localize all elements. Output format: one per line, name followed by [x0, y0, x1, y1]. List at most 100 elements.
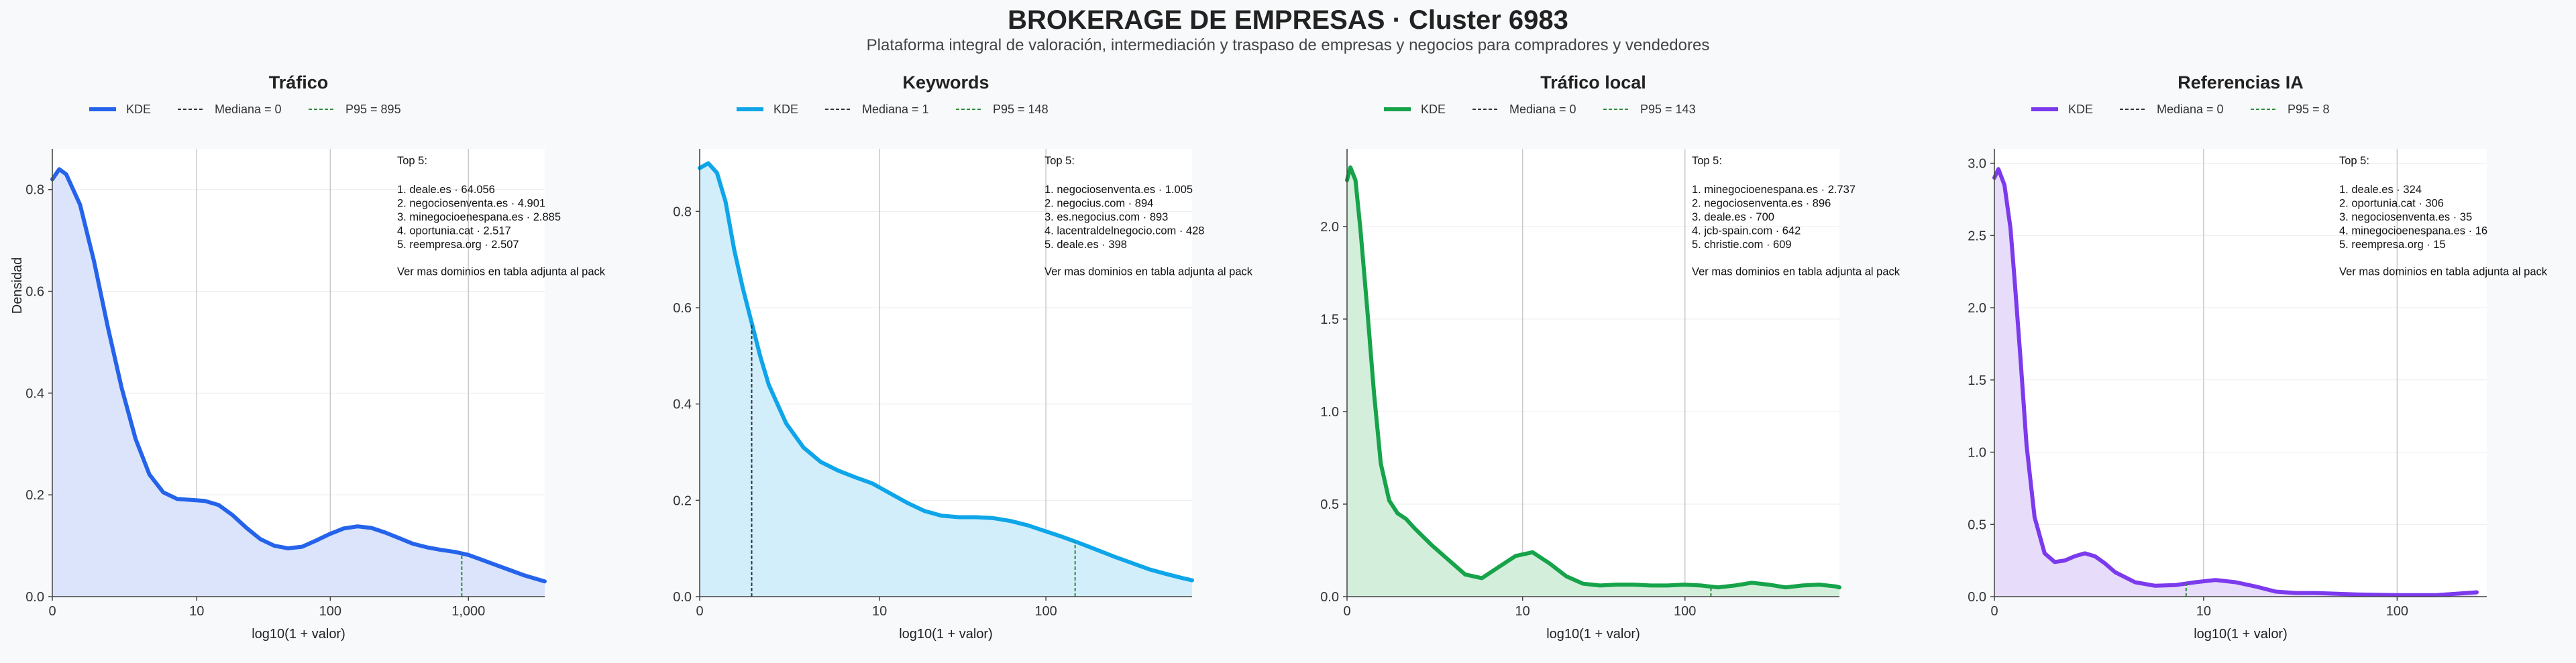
- y-tick-label: 1.5: [1320, 312, 1339, 327]
- top5-item: 4. jcb-spain.com · 642: [1692, 225, 1801, 237]
- y-tick-label: 0.8: [673, 204, 692, 219]
- kde-line: [50, 167, 547, 584]
- legend-p95-label: P95 = 8: [2288, 103, 2330, 116]
- top5-annotation: Top 5: 1. negociosenventa.es · 1.005 2. ne…: [1044, 155, 1253, 278]
- y-tick-label: 0.6: [673, 301, 692, 316]
- top5-title: Top 5:: [1692, 155, 1722, 167]
- legend-median-label: Mediana = 1: [862, 103, 929, 116]
- legend-kde-label: KDE: [2068, 103, 2093, 116]
- y-tick-label: 0.0: [25, 590, 44, 605]
- top5-item: 3. es.negocius.com · 893: [1044, 211, 1168, 223]
- top5-item: 5. deale.es · 398: [1044, 239, 1127, 251]
- top5-title: Top 5:: [1044, 155, 1075, 167]
- top5-item: 3. negociosenventa.es · 35: [2339, 211, 2472, 223]
- x-axis-label: log10(1 + valor): [1546, 627, 1640, 642]
- top5-item: 1. negociosenventa.es · 1.005: [1044, 184, 1193, 196]
- top5-item: 2. negocius.com · 894: [1044, 198, 1153, 210]
- y-tick-label: 0.6: [25, 285, 44, 300]
- x-tick-label: 10: [2196, 604, 2211, 619]
- y-tick-label: 2.5: [1968, 229, 1986, 243]
- y-tick-label: 2.0: [1968, 301, 1986, 316]
- top5-item: 4. minegocioenespana.es · 16: [2339, 225, 2487, 237]
- y-tick-label: 0.2: [673, 493, 692, 508]
- legend-kde-label: KDE: [1421, 103, 1446, 116]
- page-subtitle: Plataforma integral de valoración, inter…: [866, 36, 1710, 54]
- legend-p95-label: P95 = 148: [993, 103, 1049, 116]
- x-tick-label: 100: [2386, 604, 2408, 619]
- chart-panel-keywords: Keywords KDE Mediana = 1 P95 = 148 0.0 0.2 0.4…: [647, 0, 1253, 663]
- legend: KDE Mediana = 0 P95 = 895: [89, 103, 401, 116]
- y-tick-label: 0.0: [1320, 590, 1339, 605]
- kde-line: [698, 161, 1194, 583]
- y-tick-label: 0.8: [25, 183, 44, 198]
- x-tick-label: 0: [1343, 604, 1350, 619]
- top5-annotation: Top 5: 1. minegocioenespana.es · 2.737 2. …: [1692, 155, 1900, 278]
- chart-title: Keywords: [902, 72, 989, 93]
- x-axis-label: log10(1 + valor): [2194, 627, 2288, 642]
- legend-median-label: Mediana = 0: [2157, 103, 2224, 116]
- plot-area: [1347, 149, 1839, 597]
- y-tick-label: 0.0: [673, 590, 692, 605]
- x-tick-label: 100: [1034, 604, 1057, 619]
- top5-note: Ver mas dominios en tabla adjunta al pac…: [1044, 266, 1253, 278]
- kde-area: [700, 163, 1192, 597]
- legend-kde-label: KDE: [773, 103, 798, 116]
- y-tick-label: 0.4: [673, 398, 692, 412]
- legend: KDE Mediana = 0 P95 = 8: [2031, 103, 2330, 116]
- x-tick-label: 0: [1990, 604, 1998, 619]
- legend-p95-label: P95 = 143: [1640, 103, 1696, 116]
- x-tick-label: 10: [189, 604, 204, 619]
- chart-svg: Tráfico local KDE Mediana = 0 P95 = 143 0.0 0…: [1320, 72, 1900, 642]
- y-tick-label: 0.5: [1320, 497, 1339, 512]
- chart-panel-trafico-local: Tráfico local KDE Mediana = 0 P95 = 143 0.0 0…: [1295, 0, 1900, 663]
- chart-title: Referencias IA: [2178, 72, 2304, 93]
- legend-kde-label: KDE: [126, 103, 151, 116]
- y-tick-label: 3.0: [1968, 157, 1986, 172]
- y-tick-label: 0.2: [25, 488, 44, 503]
- chart-svg: Keywords KDE Mediana = 1 P95 = 148 0.0 0.2 0.4…: [673, 72, 1253, 642]
- x-tick-label: 100: [319, 604, 341, 619]
- x-tick-label: 10: [872, 604, 887, 619]
- kde-area: [52, 169, 545, 597]
- top5-item: 5. reempresa.org · 15: [2339, 239, 2446, 251]
- kde-area: [1347, 167, 1839, 597]
- top5-note: Ver mas dominios en tabla adjunta al pac…: [1692, 266, 1900, 278]
- y-tick-label: 0.4: [25, 386, 44, 401]
- y-tick-label: 0.0: [1968, 590, 1986, 605]
- y-axis-label: Densidad: [10, 257, 25, 314]
- legend: KDE Mediana = 0 P95 = 143: [1384, 103, 1696, 116]
- top5-item: 1. minegocioenespana.es · 2.737: [1692, 184, 1856, 196]
- x-tick-label: 0: [48, 604, 56, 619]
- kde-area: [1994, 169, 2477, 597]
- kde-line: [1992, 167, 2479, 597]
- top5-item: 5. christie.com · 609: [1692, 239, 1792, 251]
- top5-note: Ver mas dominios en tabla adjunta al pac…: [2339, 266, 2548, 278]
- legend-p95-label: P95 = 895: [345, 103, 401, 116]
- top5-title: Top 5:: [397, 155, 427, 167]
- top5-item: 1. deale.es · 64.056: [397, 184, 495, 196]
- top5-title: Top 5:: [2339, 155, 2369, 167]
- top5-item: 2. negociosenventa.es · 4.901: [397, 198, 545, 210]
- top5-annotation: Top 5: 1. deale.es · 324 2. oportunia.cat …: [2339, 155, 2548, 278]
- plot-area: [1994, 149, 2487, 597]
- top5-annotation: Top 5: 1. deale.es · 64.056 2. negociosenv…: [397, 155, 606, 278]
- y-tick-label: 1.0: [1968, 446, 1986, 461]
- x-tick-label: 0: [696, 604, 703, 619]
- y-tick-label: 2.0: [1320, 220, 1339, 235]
- legend: KDE Mediana = 1 P95 = 148: [737, 103, 1049, 116]
- x-axis-label: log10(1 + valor): [899, 627, 993, 642]
- top5-note: Ver mas dominios en tabla adjunta al pac…: [397, 266, 606, 278]
- kde-line: [1345, 165, 1841, 590]
- chart-panel-referencias-ia: Referencias IA KDE Mediana = 0 P95 = 8 0.0 0.…: [1942, 0, 2548, 663]
- x-tick-label: 1,000: [451, 604, 485, 619]
- legend-median-label: Mediana = 0: [215, 103, 282, 116]
- y-tick-label: 1.0: [1320, 405, 1339, 420]
- x-tick-label: 100: [1674, 604, 1696, 619]
- top5-item: 2. negociosenventa.es · 896: [1692, 198, 1831, 210]
- x-tick-label: 10: [1515, 604, 1530, 619]
- x-axis-label: log10(1 + valor): [252, 627, 345, 642]
- chart-svg: Tráfico KDE Mediana = 0 P95 = 895 0.0 0.2 0.4 0…: [10, 72, 606, 642]
- page-title: BROKERAGE DE EMPRESAS · Cluster 6983: [1008, 5, 1568, 35]
- y-tick-label: 1.5: [1968, 373, 1986, 388]
- top5-item: 4. oportunia.cat · 2.517: [397, 225, 511, 237]
